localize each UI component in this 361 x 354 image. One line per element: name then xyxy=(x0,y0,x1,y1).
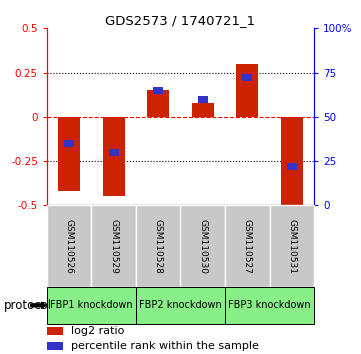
Text: FBP1 knockdown: FBP1 knockdown xyxy=(50,300,133,310)
Text: percentile rank within the sample: percentile rank within the sample xyxy=(71,341,259,351)
Title: GDS2573 / 1740721_1: GDS2573 / 1740721_1 xyxy=(105,14,256,27)
Bar xyxy=(136,287,225,324)
Bar xyxy=(58,117,80,191)
Bar xyxy=(103,117,125,196)
Bar xyxy=(47,327,63,335)
Bar xyxy=(192,103,214,117)
Text: GSM110531: GSM110531 xyxy=(287,218,296,274)
Text: log2 ratio: log2 ratio xyxy=(71,326,124,336)
Text: GSM110530: GSM110530 xyxy=(198,218,207,274)
Bar xyxy=(180,205,225,287)
Bar xyxy=(225,287,314,324)
Text: FBP2 knockdown: FBP2 knockdown xyxy=(139,300,222,310)
Text: GSM110529: GSM110529 xyxy=(109,218,118,274)
Bar xyxy=(287,163,297,170)
Bar xyxy=(153,87,163,94)
Bar xyxy=(198,96,208,103)
Bar xyxy=(91,205,136,287)
Text: GSM110528: GSM110528 xyxy=(154,218,163,274)
Bar xyxy=(242,74,252,81)
Bar xyxy=(225,205,270,287)
Bar xyxy=(136,205,180,287)
Bar xyxy=(236,64,258,117)
Bar xyxy=(47,287,136,324)
Bar xyxy=(109,149,119,156)
Bar xyxy=(280,117,303,209)
Text: GSM110526: GSM110526 xyxy=(65,218,74,274)
Bar xyxy=(47,342,63,350)
Bar xyxy=(147,90,169,117)
Bar xyxy=(64,140,74,147)
Text: protocol: protocol xyxy=(4,299,52,312)
Text: FBP3 knockdown: FBP3 knockdown xyxy=(228,300,311,310)
Bar xyxy=(270,205,314,287)
Bar xyxy=(47,205,91,287)
Text: GSM110527: GSM110527 xyxy=(243,218,252,274)
